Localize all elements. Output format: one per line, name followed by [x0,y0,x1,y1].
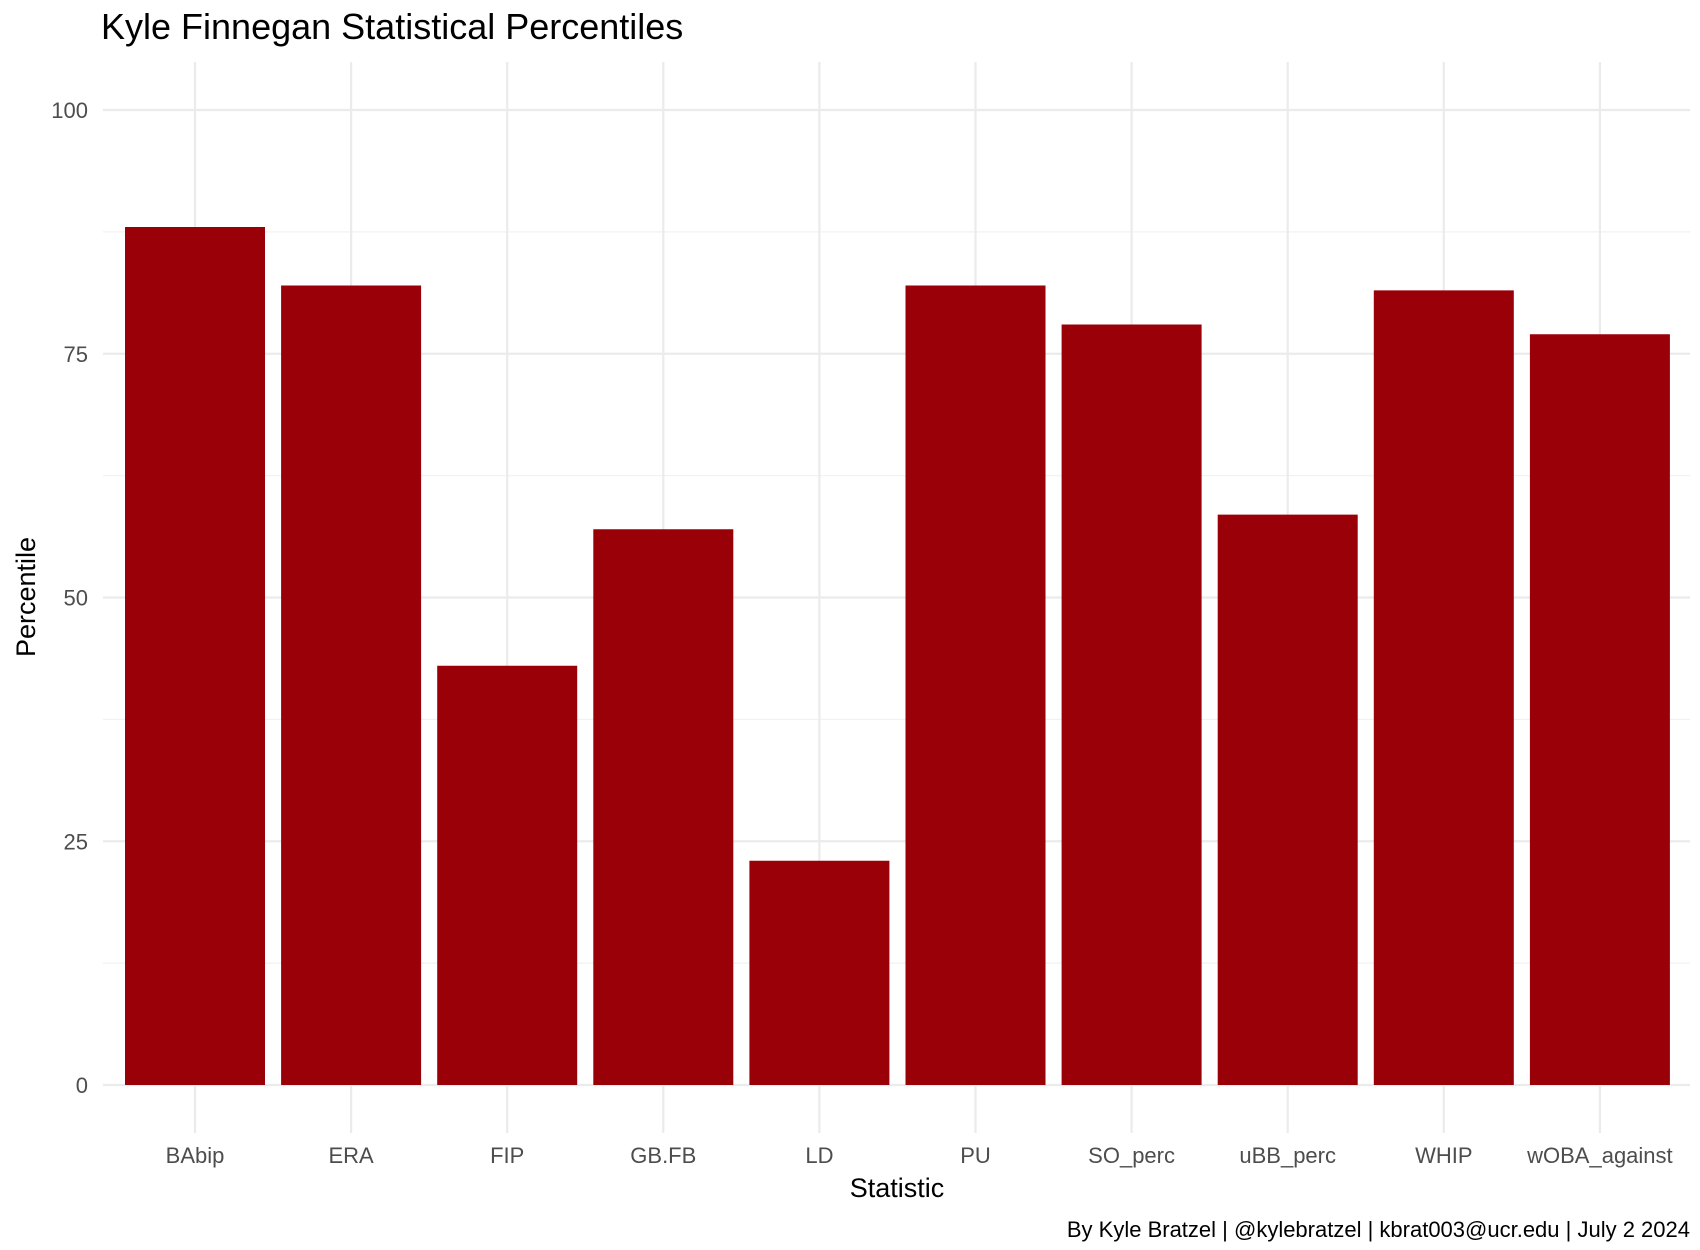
y-tick-label: 25 [64,829,88,854]
x-tick-label: uBB_perc [1239,1143,1336,1168]
bar-whip [1373,290,1514,1085]
x-tick-label: GB.FB [630,1143,696,1168]
bar-gb-fb [593,529,734,1085]
chart-title: Kyle Finnegan Statistical Percentiles [101,6,683,47]
y-axis-title: Percentile [11,537,41,657]
x-tick-label: WHIP [1415,1143,1472,1168]
bars [125,227,1670,1085]
x-tick-label: wOBA_against [1526,1143,1673,1168]
x-tick-label: LD [805,1143,833,1168]
bar-era [281,285,422,1085]
x-axis-ticks: BAbip ERA FIP GB.FB LD PU SO_perc uBB_perc WHIP w… [166,1143,1673,1168]
bar-ubb-perc [1217,514,1358,1085]
y-tick-label: 100 [51,98,88,123]
y-tick-label: 75 [64,342,88,367]
chart-caption: By Kyle Bratzel | @kylebratzel | kbrat00… [1067,1217,1690,1242]
bar-ld [749,860,890,1085]
x-tick-label: FIP [490,1143,524,1168]
x-tick-label: BAbip [166,1143,225,1168]
x-axis-title: Statistic [850,1173,945,1203]
bar-so-perc [1061,324,1202,1085]
y-tick-label: 0 [76,1073,88,1098]
bar-woba-against [1529,334,1670,1085]
bar-fip [437,665,578,1085]
y-tick-label: 50 [64,586,88,611]
x-tick-label: SO_perc [1088,1143,1175,1168]
x-tick-label: ERA [328,1143,374,1168]
y-axis-ticks: 0 25 50 75 100 [51,98,88,1098]
bar-babip [125,227,265,1085]
x-tick-label: PU [960,1143,991,1168]
bar-pu [905,285,1046,1085]
